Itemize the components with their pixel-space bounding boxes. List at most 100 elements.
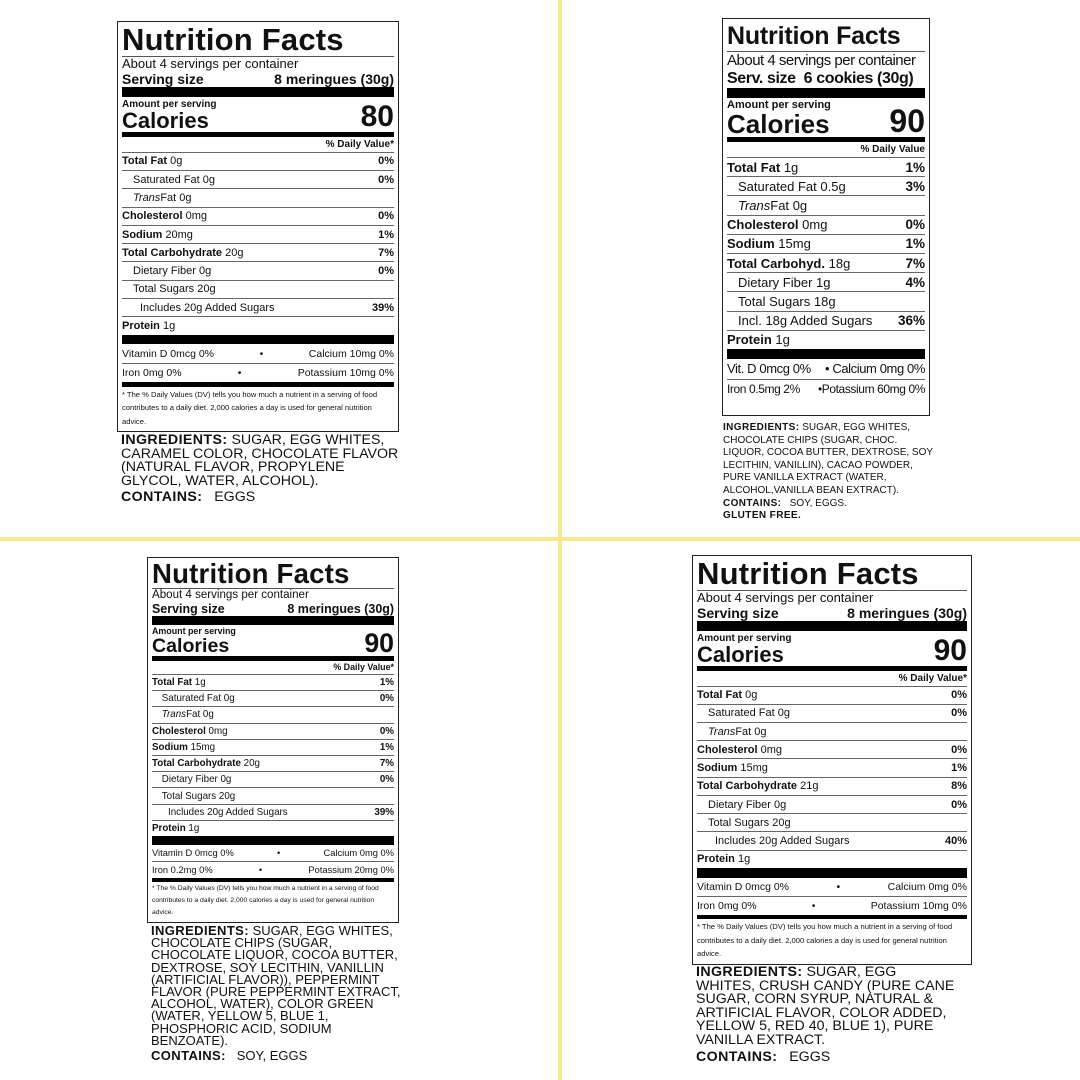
serving-size-label: Serving size — [152, 601, 225, 616]
nutrient-amount: 0g — [202, 709, 214, 721]
nutrient-name: Total Sugars — [738, 293, 811, 309]
nutrient-row: Sodium 15mg 1% — [152, 738, 394, 755]
nutrient-name: Cholesterol — [152, 725, 206, 737]
nutrient-row: Total Sugars 20g — [152, 787, 394, 803]
nutrient-amount: 0mg — [208, 725, 228, 737]
nutrient-daily-value: 7% — [378, 246, 394, 259]
nutrient-amount: 0mg — [185, 210, 207, 223]
nutrient-amount: 0g — [199, 265, 212, 278]
vitamin-row: Vitamin D 0mcg 0% • Calcium 0mg 0% — [152, 845, 394, 861]
nutrient-name-amount: Total Sugars 20g — [708, 817, 791, 829]
thick-rule — [122, 334, 394, 345]
nutrient-amount: 15mg — [190, 741, 216, 753]
bullet-separator: • — [258, 864, 263, 875]
nutrient-daily-value: 1% — [378, 228, 394, 241]
nutrient-row: Cholesterol 0mg 0% — [122, 206, 394, 225]
nutrient-name: Saturated Fat — [738, 178, 817, 194]
nutrient-daily-value: 40% — [944, 834, 967, 847]
nutrient-name-amount: Sodium 15mg — [727, 236, 811, 251]
ingredients-label: INGREDIENTS: — [151, 923, 249, 938]
nutrient-daily-value: 0% — [951, 689, 967, 702]
nutrient-row: Total Carbohydrate 21g 8% — [697, 776, 967, 795]
nutrient-row: Protein 1g — [122, 316, 394, 334]
horizontal-divider — [0, 537, 1080, 541]
calories-row: Calories 80 — [122, 101, 394, 132]
vitamin-left: Vitamin D 0mcg 0% — [152, 847, 234, 858]
nutrient-name-amount: Saturated Fat 0.5g — [738, 179, 846, 194]
nutrient-name: Fat — [735, 725, 752, 738]
nutrient-row: Includes 20g Added Sugars 39% — [152, 803, 394, 820]
contains-value: EGGS — [214, 489, 256, 506]
nutrient-row: Cholesterol 0mg 0% — [152, 722, 394, 739]
ingredients-block-4: INGREDIENTS: SUGAR, EGG WHITES, CRUSH CA… — [696, 965, 956, 1065]
nutrient-name: Cholesterol — [697, 743, 758, 756]
nutrient-row: Total Carbohyd. 18g 7% — [727, 252, 925, 272]
nutrient-amount: 21g — [800, 780, 819, 793]
nutrient-name-amount: Dietary Fiber 0g — [708, 799, 786, 811]
nutrient-row: Total Sugars 18g — [727, 291, 925, 310]
nutrient-row: Incl. 18g Added Sugars 36% — [727, 310, 925, 330]
contains-label: CONTAINS: — [151, 1048, 226, 1064]
nutrient-amount: 1g — [775, 332, 790, 348]
nutrient-daily-value: 0% — [951, 707, 967, 720]
nutrient-row: Total Carbohydrate 20g 7% — [152, 754, 394, 771]
bullet-separator: • — [237, 366, 242, 379]
nutrient-name: Dietary Fiber — [133, 265, 196, 278]
nutrient-row: TransFat 0g — [697, 722, 967, 740]
nutrient-name: Includes 20g Added Sugars — [168, 806, 288, 818]
nutrient-name: Incl. 18g Added Sugars — [738, 313, 873, 329]
daily-value-header: % Daily Value — [860, 144, 925, 155]
nutrient-name: Fat — [160, 191, 177, 204]
thick-rule — [122, 87, 394, 97]
nutrient-row: TransFat 0g — [152, 706, 394, 722]
servings-per-container: About 4 servings per container — [152, 588, 394, 601]
nutrient-name-amount: Dietary Fiber 0g — [162, 774, 232, 785]
nutrient-name-amount: Cholesterol 0mg — [122, 210, 207, 222]
gluten-free-note: GLUTEN FREE. — [723, 510, 802, 522]
nutrient-row: Total Carbohydrate 20g 7% — [122, 243, 394, 261]
nutrient-row: Cholesterol 0mg 0% — [697, 740, 967, 758]
calories-value: 80 — [360, 99, 394, 133]
serving-size-row: Serv. size 6 cookies (30g) — [727, 70, 925, 88]
nutrient-name: Total Carbohydrate — [152, 758, 241, 770]
nutrient-amount: 0g — [792, 197, 808, 213]
serving-size-label: Serv. size — [727, 70, 796, 87]
nutrient-name: Total Sugars — [133, 283, 195, 296]
ingredients-text: INGREDIENTS: SUGAR, EGG WHITES, CHOCOLAT… — [151, 923, 401, 1047]
nutrient-row: Sodium 15mg 1% — [697, 758, 967, 776]
vitamin-right: •Potassium 60mg 0% — [817, 382, 925, 397]
nutrient-name: Total Carbohydrate — [122, 246, 223, 259]
medium-rule — [152, 656, 394, 661]
nutrient-daily-value: 0% — [905, 217, 925, 233]
nutrient-italic-prefix: Trans — [133, 191, 161, 204]
nutrient-name: Total Fat — [727, 159, 781, 175]
calories-label: Calories — [697, 641, 784, 667]
vitamin-left: Iron 0mg 0% — [122, 366, 182, 379]
vitamin-row: Vitamin D 0mcg 0% • Calcium 0mg 0% — [697, 878, 967, 897]
nutrient-amount: 0g — [179, 191, 192, 204]
vitamin-left: Iron 0.2mg 0% — [152, 864, 213, 875]
serving-size-row: Serving size 8 meringues (30g) — [122, 71, 394, 87]
serving-size-row: Serving size 8 meringues (30g) — [152, 602, 394, 616]
vitamin-row: Iron 0.2mg 0% • Potassium 20mg 0% — [152, 861, 394, 877]
nutrient-row: TransFat 0g — [122, 188, 394, 206]
nutrient-row: Dietary Fiber 1g 4% — [727, 272, 925, 291]
nutrient-row: Total Fat 0g 0% — [122, 151, 394, 170]
vitamin-row: Iron 0mg 0% • Potassium 10mg 0% — [697, 896, 967, 915]
nutrient-name-amount: Total Sugars 20g — [133, 283, 216, 295]
nutrient-daily-value: 0% — [378, 173, 394, 186]
nutrient-name: Sodium — [122, 228, 163, 241]
vitamin-row: Iron 0.5mg 2% •Potassium 60mg 0% — [727, 378, 925, 399]
nutrient-amount: 0mg — [760, 743, 782, 756]
thick-rule — [152, 836, 394, 845]
thick-rule — [152, 616, 394, 625]
contains-line: CONTAINS: EGGS — [696, 1049, 956, 1065]
medium-rule — [122, 131, 394, 137]
nutrient-row: Sodium 20mg 1% — [122, 224, 394, 243]
nutrient-amount: 0mg — [802, 217, 828, 233]
nutrient-row: TransFat 0g — [727, 195, 925, 214]
label-title: Nutrition Facts — [152, 558, 350, 589]
nutrient-amount: 18g — [828, 255, 851, 271]
vitamin-left: Vitamin D 0mcg 0% — [122, 347, 215, 360]
nutrient-daily-value: 8% — [951, 780, 967, 793]
